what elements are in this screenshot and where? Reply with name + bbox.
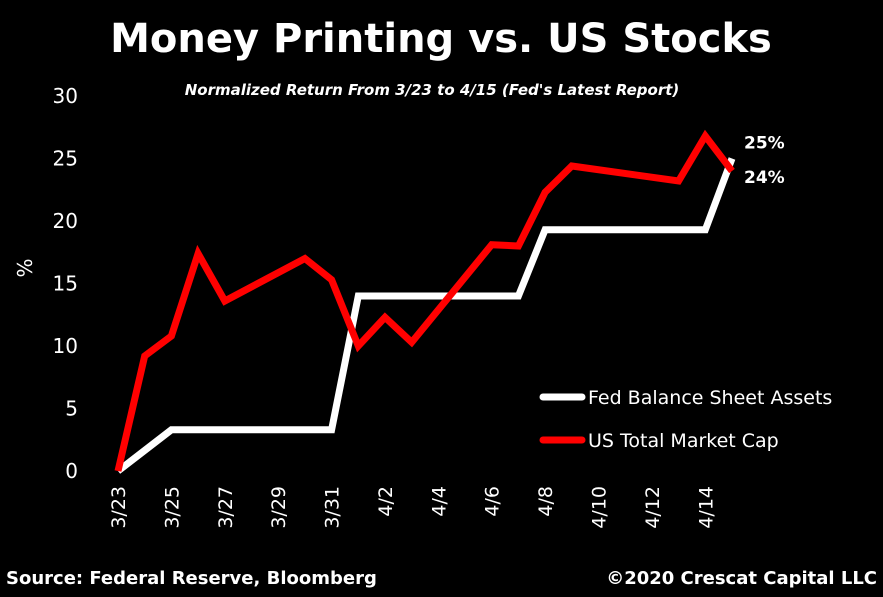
x-tick-label: 3/25 xyxy=(161,486,183,529)
x-tick-label: 4/12 xyxy=(642,486,664,529)
footer-copyright: ©2020 Crescat Capital LLC xyxy=(606,568,877,589)
end-label-market: 24% xyxy=(744,168,785,188)
series-line-fed-balance-sheet xyxy=(115,157,736,474)
x-tick-label: 4/4 xyxy=(428,486,450,517)
x-tick-label: 3/27 xyxy=(215,486,237,529)
chart-subtitle: Normalized Return From 3/23 to 4/15 (Fed… xyxy=(185,81,680,99)
x-axis-ticks: 3/23 3/25 3/27 3/29 3/31 4/2 4/4 4/6 4/8 4/10 4/12… xyxy=(108,486,717,529)
x-tick-label: 4/8 xyxy=(535,486,557,517)
x-tick-label: 3/23 xyxy=(108,486,130,529)
chart-title: Money Printing vs. US Stocks xyxy=(110,16,772,62)
series-layer xyxy=(114,129,736,474)
x-tick-label: 4/14 xyxy=(695,486,717,529)
x-tick-label: 4/6 xyxy=(482,486,504,517)
x-tick-label: 3/29 xyxy=(268,486,290,529)
end-labels: 25% 24% xyxy=(744,134,785,189)
series-line-us-market-cap xyxy=(114,129,735,472)
y-tick-label: 15 xyxy=(53,272,78,296)
legend-label-market: US Total Market Cap xyxy=(588,430,779,452)
y-tick-label: 0 xyxy=(65,459,78,483)
x-tick-label: 4/10 xyxy=(589,486,611,529)
y-tick-label: 20 xyxy=(53,209,78,233)
y-axis-ticks: 0 5 10 15 20 25 30 xyxy=(53,84,78,483)
legend-label-fed: Fed Balance Sheet Assets xyxy=(588,387,832,409)
legend: Fed Balance Sheet Assets US Total Market… xyxy=(539,387,832,452)
footer-source: Source: Federal Reserve, Bloomberg xyxy=(6,568,377,589)
y-tick-label: 30 xyxy=(53,84,78,108)
y-axis-label: % xyxy=(13,258,37,277)
y-tick-label: 5 xyxy=(65,397,78,421)
x-tick-label: 4/2 xyxy=(375,486,397,517)
y-tick-label: 25 xyxy=(53,147,78,171)
x-tick-label: 3/31 xyxy=(322,486,344,529)
end-label-fed: 25% xyxy=(744,134,785,154)
y-tick-label: 10 xyxy=(53,334,78,358)
